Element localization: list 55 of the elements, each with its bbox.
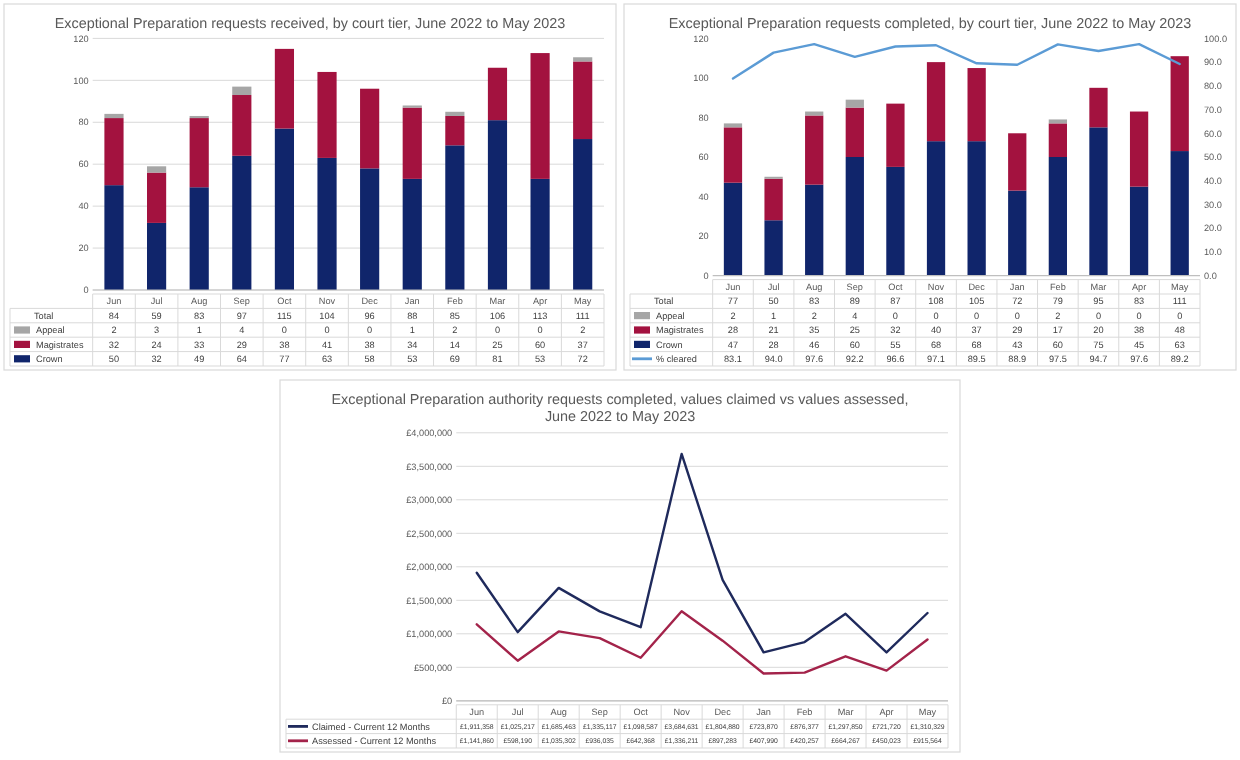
bar xyxy=(360,168,380,290)
bar xyxy=(487,67,508,121)
bar xyxy=(530,53,550,179)
bar xyxy=(1170,151,1189,276)
bar xyxy=(886,103,905,167)
bar xyxy=(274,128,295,290)
bar xyxy=(764,220,783,276)
bar xyxy=(805,184,824,276)
bar xyxy=(886,166,905,276)
bar xyxy=(764,178,783,221)
bar xyxy=(845,99,864,108)
line-series xyxy=(475,452,929,654)
bar xyxy=(487,120,508,290)
bar xyxy=(104,113,124,119)
bar xyxy=(530,178,550,290)
bar xyxy=(1048,123,1067,157)
bar xyxy=(926,141,946,276)
bar xyxy=(189,187,209,290)
bar xyxy=(723,182,743,276)
bar xyxy=(445,145,465,290)
bar xyxy=(926,62,946,142)
bar xyxy=(1008,190,1027,276)
bar xyxy=(1089,87,1108,128)
bar xyxy=(147,172,167,223)
bar xyxy=(104,118,124,186)
bar xyxy=(147,166,167,173)
bar xyxy=(1170,56,1189,152)
bar xyxy=(845,157,864,276)
bar xyxy=(1048,157,1067,276)
bar xyxy=(1129,186,1149,276)
bar xyxy=(845,107,864,157)
bar xyxy=(402,178,422,290)
bar xyxy=(967,141,986,276)
bar xyxy=(232,155,252,290)
bar xyxy=(317,71,337,158)
bar xyxy=(1089,127,1108,276)
bar xyxy=(274,48,295,129)
bar xyxy=(1008,133,1027,191)
bar xyxy=(189,118,209,188)
bar xyxy=(573,61,593,140)
bar xyxy=(967,68,986,142)
bar xyxy=(402,107,422,179)
bar xyxy=(723,127,743,183)
bar xyxy=(232,95,252,156)
bar xyxy=(232,86,252,96)
bar xyxy=(147,222,167,290)
line-series xyxy=(731,42,1181,80)
bar xyxy=(360,88,380,169)
bar xyxy=(445,115,465,146)
bar xyxy=(104,185,124,290)
bar xyxy=(1129,111,1149,187)
bar xyxy=(317,157,337,290)
bar xyxy=(573,139,593,290)
bar xyxy=(805,115,824,185)
line-series xyxy=(475,610,929,675)
